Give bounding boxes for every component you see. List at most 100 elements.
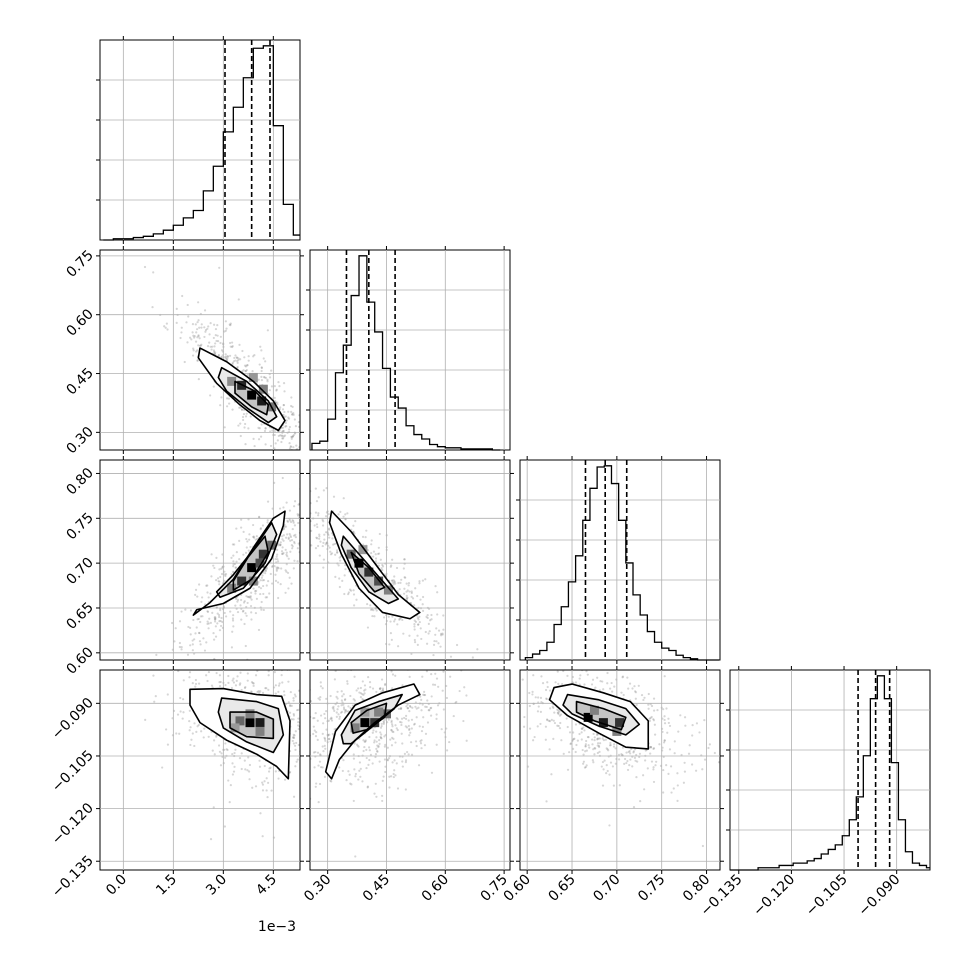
scatter-point: [293, 693, 296, 696]
scatter-point: [297, 514, 300, 517]
scatter-point: [556, 708, 559, 711]
scatter-point: [206, 620, 209, 623]
scatter-point: [537, 696, 540, 699]
scatter-point: [214, 635, 218, 638]
scatter-point: [278, 385, 281, 388]
scatter-point: [394, 724, 397, 727]
contour-line: [189, 687, 291, 780]
scatter-point: [261, 789, 265, 792]
scatter-point: [392, 583, 395, 586]
scatter-point: [409, 731, 412, 734]
panel-frame: [729, 669, 931, 871]
scatter-point: [556, 711, 559, 715]
scatter-point: [668, 724, 672, 728]
scatter-point: [198, 344, 201, 347]
scatter-point: [179, 696, 182, 700]
scatter-point: [191, 331, 194, 334]
scatter-point: [369, 604, 372, 607]
scatter-point: [333, 542, 336, 546]
scatter-point: [560, 713, 563, 716]
scatter-point: [402, 567, 405, 570]
scatter-point: [212, 336, 215, 340]
scatter-point: [278, 646, 280, 648]
scatter-point: [392, 772, 395, 776]
density-cell: [350, 723, 360, 733]
scatter-point: [325, 761, 327, 763]
scatter-point: [262, 608, 265, 612]
scatter-point: [210, 553, 213, 556]
scatter-point: [347, 705, 350, 708]
scatter-point: [218, 681, 221, 684]
scatter-point: [331, 476, 333, 478]
scatter-point: [301, 672, 303, 674]
scatter-point: [420, 747, 423, 750]
scatter-point: [248, 538, 251, 541]
scatter-point: [498, 688, 500, 690]
scatter-point: [211, 749, 214, 752]
scatter-point: [282, 404, 285, 407]
scatter-point: [235, 356, 238, 359]
scatter-point: [166, 743, 170, 746]
panel-frame: [309, 249, 511, 451]
scatter-point: [281, 546, 284, 549]
scatter-point: [236, 675, 239, 678]
scatter-point: [224, 665, 226, 667]
scatter-point: [305, 431, 307, 433]
scatter-point: [303, 508, 305, 510]
scatter-point: [455, 643, 459, 647]
scatter-point: [449, 675, 452, 678]
scatter-point: [420, 729, 424, 733]
scatter-point: [244, 422, 247, 426]
scatter-point: [573, 737, 576, 740]
scatter-point: [280, 550, 284, 553]
scatter-point: [219, 764, 223, 767]
scatter-point: [354, 775, 357, 778]
scatter-point: [214, 617, 217, 621]
scatter-point: [579, 674, 582, 677]
scatter-point: [312, 754, 314, 756]
scatter-point: [342, 515, 345, 518]
scatter-point: [209, 345, 212, 348]
scatter-point: [315, 731, 318, 734]
scatter-point: [290, 435, 293, 438]
scatter-point: [430, 695, 433, 698]
scatter-point: [220, 572, 224, 576]
scatter-point: [247, 595, 250, 599]
scatter-point: [327, 719, 330, 722]
scatter-point: [191, 643, 194, 646]
scatter-point: [528, 727, 532, 730]
scatter-point: [226, 405, 229, 408]
scatter-point: [614, 762, 617, 765]
scatter-point: [367, 611, 369, 613]
scatter-point: [193, 336, 196, 339]
scatter-point: [463, 686, 466, 689]
scatter-point: [597, 663, 599, 665]
scatter-point: [346, 682, 349, 685]
scatter-point: [259, 435, 263, 438]
scatter-point: [413, 628, 416, 631]
scatter-point: [424, 732, 428, 735]
density-cell: [358, 545, 368, 555]
scatter-point: [191, 682, 194, 685]
scatter-point: [217, 744, 221, 747]
scatter-point: [421, 725, 424, 729]
scatter-point: [353, 604, 356, 607]
scatter-point: [417, 764, 421, 767]
scatter-point: [231, 341, 234, 344]
scatter-point: [203, 326, 206, 329]
scatter-point: [253, 536, 256, 539]
scatter-point: [449, 655, 453, 658]
scatter-point: [599, 680, 602, 683]
scatter-point: [292, 795, 296, 798]
scatter-point: [210, 684, 214, 687]
scatter-point: [265, 789, 268, 792]
scatter-point: [514, 693, 516, 695]
scatter-point: [534, 696, 537, 699]
scatter-point: [352, 593, 356, 596]
scatter-point: [303, 541, 305, 543]
scatter-point: [267, 630, 269, 632]
scatter-point: [262, 584, 265, 588]
scatter-point: [606, 671, 609, 675]
scatter-point: [335, 549, 339, 552]
scatter-point: [312, 415, 314, 417]
